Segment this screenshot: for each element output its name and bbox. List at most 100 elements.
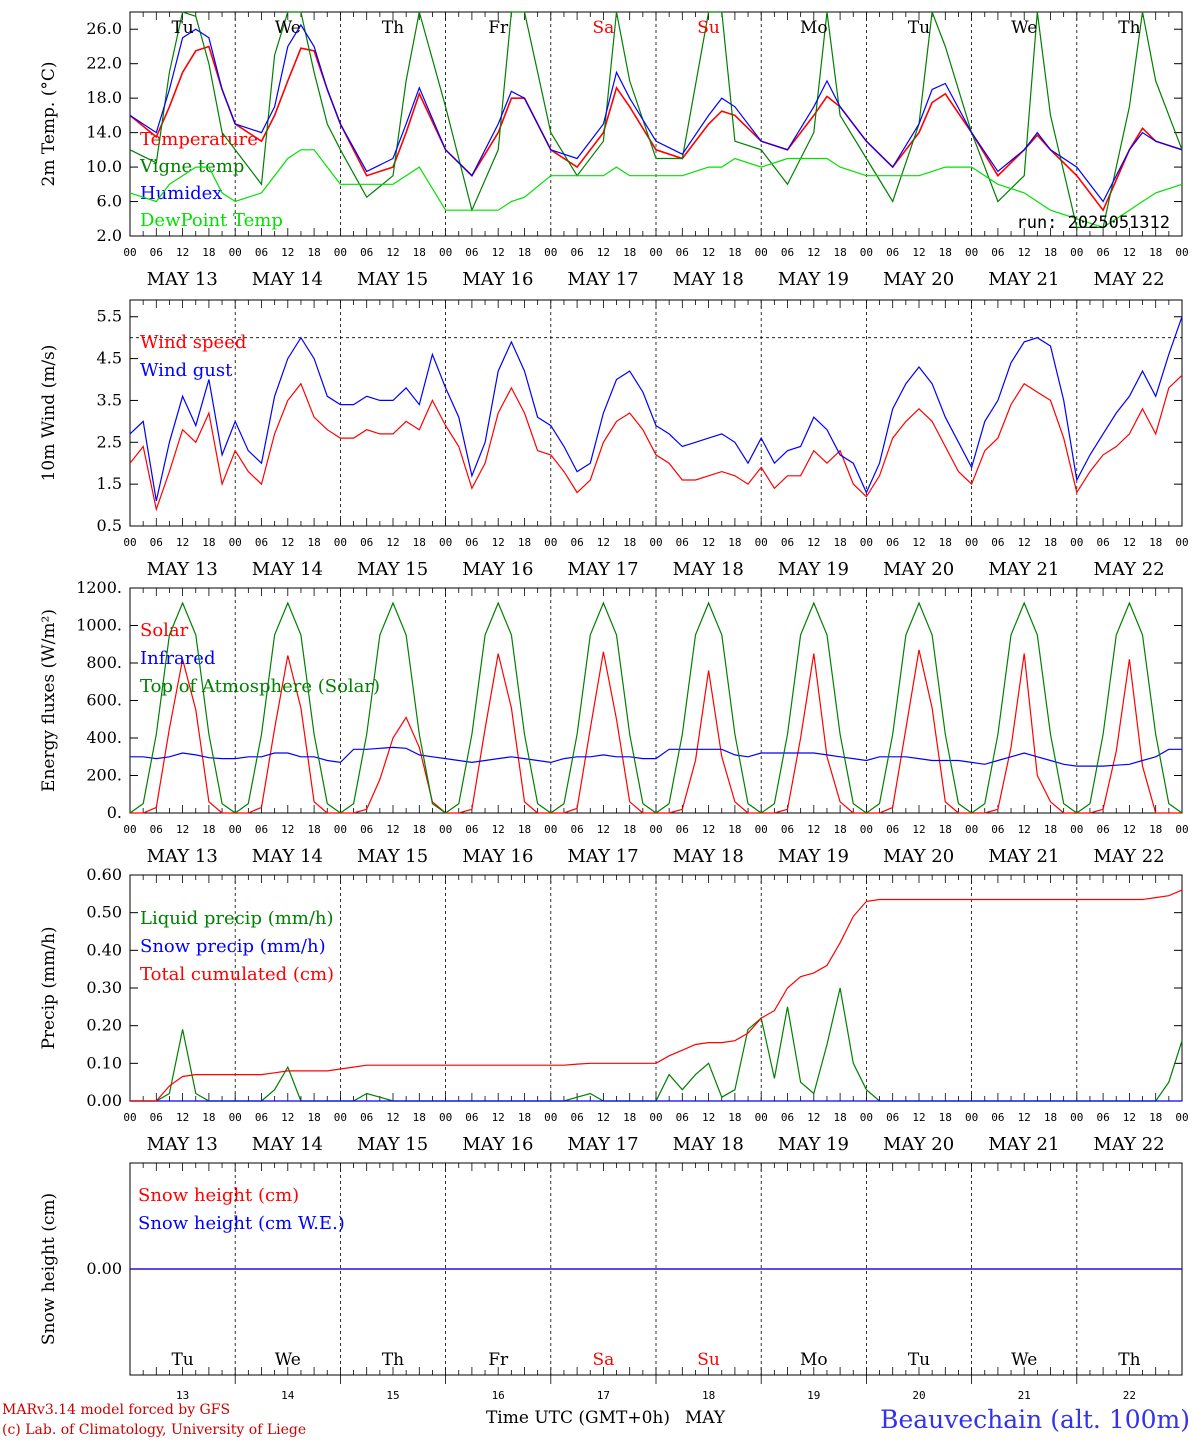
x-hour-label: 06 [886,1111,899,1124]
x-date-label: MAY 16 [462,1134,533,1155]
x-hour-label: 00 [1070,1111,1083,1124]
x-hour-label: 06 [781,823,794,836]
x-hour-label: 06 [150,1111,163,1124]
x-hour-label: 18 [728,823,741,836]
x-hour-label: 00 [229,823,242,836]
x-hour-label: 12 [1018,1111,1031,1124]
x-hour-label: 18 [518,536,531,549]
x-date-label: MAY 19 [778,846,849,867]
x-axis-label: Time UTC (GMT+0h) [486,1408,670,1428]
day-number-label: 22 [1123,1389,1136,1402]
weekday-label: Th [1118,1350,1140,1370]
x-hour-label: 06 [991,823,1004,836]
run-annotation: run: 2025051312 [1016,213,1170,233]
x-hour-label: 12 [807,246,820,259]
weekday-label: Fr [488,18,509,38]
x-date-label: MAY 14 [252,1134,323,1155]
x-hour-label: 06 [1096,1111,1109,1124]
y-tick-label: 200. [86,766,122,785]
weekday-label: Sa [593,1350,615,1370]
x-hour-label: 06 [150,246,163,259]
x-hour-label: 06 [1096,536,1109,549]
x-date-label: MAY 17 [567,559,638,580]
x-hour-label: 18 [202,536,215,549]
x-hour-label: 18 [1044,823,1057,836]
x-hour-label: 18 [518,823,531,836]
x-hour-label: 06 [465,823,478,836]
x-hour-label: 12 [702,536,715,549]
x-hour-label: 12 [597,246,610,259]
x-date-label: MAY 22 [1093,1134,1164,1155]
x-date-label: MAY 19 [778,1134,849,1155]
x-hour-label: 18 [1044,536,1057,549]
x-date-label: MAY 14 [252,269,323,290]
x-date-label: MAY 21 [988,846,1059,867]
weekday-label: Th [1118,18,1140,38]
x-hour-label: 12 [807,1111,820,1124]
x-hour-label: 12 [176,1111,189,1124]
x-date-label: MAY 18 [673,269,744,290]
legend-humidex: Humidex [140,183,222,204]
x-hour-label: 06 [886,246,899,259]
x-hour-label: 12 [386,823,399,836]
series-line-temperature [129,45,1183,212]
x-hour-label: 18 [1044,1111,1057,1124]
x-hour-label: 06 [465,1111,478,1124]
x-hour-label: 12 [912,1111,925,1124]
x-date-label: MAY 18 [673,846,744,867]
y-tick-label: 1200. [76,578,122,597]
legend-wind-gust: Wind gust [140,360,233,381]
x-hour-label: 12 [281,536,294,549]
x-hour-label: 18 [307,536,320,549]
x-hour-label: 00 [755,536,768,549]
x-hour-label: 06 [991,1111,1004,1124]
y-axis-label: Energy fluxes (W/m²) [39,609,59,792]
x-hour-label: 18 [939,536,952,549]
x-hour-label: 00 [544,823,557,836]
y-tick-label: 0.00 [86,1091,122,1110]
legend-wind-speed: Wind speed [140,332,246,353]
x-hour-label: 00 [439,536,452,549]
x-hour-label: 00 [860,246,873,259]
x-hour-label: 12 [176,823,189,836]
day-number-label: 20 [912,1389,925,1402]
x-hour-label: 18 [1149,1111,1162,1124]
x-hour-label: 18 [307,246,320,259]
x-hour-label: 18 [833,823,846,836]
x-hour-label: 00 [544,246,557,259]
weekday-label: We [275,18,301,38]
y-tick-label: 800. [86,653,122,672]
x-hour-label: 00 [1070,536,1083,549]
x-date-label: MAY 16 [462,269,533,290]
weekday-label: Su [697,1350,720,1370]
x-hour-label: 00 [334,536,347,549]
x-hour-label: 06 [570,823,583,836]
x-hour-label: 12 [807,823,820,836]
x-hour-label: 00 [334,246,347,259]
y-axis-label: Precip (mm/h) [39,926,59,1049]
legend-snow-height-cm-w-e-: Snow height (cm W.E.) [138,1213,345,1234]
x-hour-label: 06 [991,536,1004,549]
x-hour-label: 18 [307,1111,320,1124]
x-hour-label: 18 [728,246,741,259]
x-date-label: MAY 13 [147,1134,218,1155]
x-hour-label: 12 [1018,823,1031,836]
x-hour-label: 00 [1175,536,1188,549]
x-hour-label: 06 [886,536,899,549]
x-date-label: MAY 22 [1093,559,1164,580]
y-tick-label: 10.0 [86,157,122,176]
weekday-label: Mo [800,1350,828,1370]
x-date-label: MAY 13 [147,559,218,580]
series-line-vigne-temp [129,11,1183,228]
x-hour-label: 00 [649,536,662,549]
x-hour-label: 12 [386,1111,399,1124]
y-tick-label: 22.0 [86,54,122,73]
y-tick-label: 0.50 [86,903,122,922]
x-hour-label: 12 [281,246,294,259]
legend-liquid-precip-mm-h-: Liquid precip (mm/h) [140,908,334,929]
x-hour-label: 00 [439,823,452,836]
x-hour-label: 06 [781,536,794,549]
x-hour-label: 12 [912,536,925,549]
day-number-label: 18 [702,1389,715,1402]
x-date-label: MAY 15 [357,559,428,580]
